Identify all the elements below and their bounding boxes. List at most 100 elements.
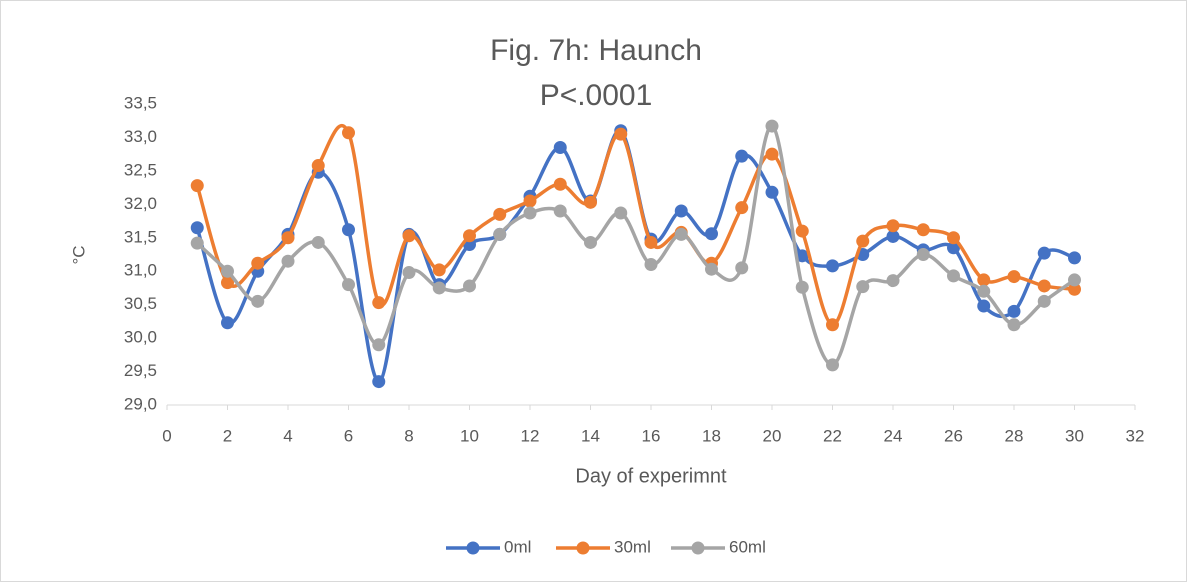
data-point (584, 195, 597, 209)
data-point (493, 207, 507, 221)
data-point (190, 221, 204, 235)
x-tick-label: 0 (162, 426, 171, 445)
data-point (1037, 294, 1051, 308)
y-tick-label: 29,0 (124, 394, 157, 413)
data-point (372, 296, 386, 310)
data-point (765, 147, 779, 161)
y-tick-label: 30,5 (124, 294, 157, 313)
data-point (886, 219, 900, 233)
data-point (856, 280, 870, 294)
data-point (735, 261, 749, 275)
data-point (281, 254, 295, 268)
data-point (221, 316, 234, 330)
x-tick-label: 24 (884, 426, 903, 445)
x-tick-label: 8 (404, 426, 413, 445)
series-line (195, 123, 1075, 327)
data-point (856, 234, 870, 248)
data-point (342, 278, 355, 292)
y-tick-label: 30,0 (124, 328, 157, 347)
data-point (947, 269, 960, 283)
x-tick-label: 18 (702, 426, 721, 445)
x-tick-label: 4 (283, 426, 292, 445)
data-point (251, 256, 265, 270)
data-point (372, 338, 386, 352)
data-point (1007, 304, 1021, 318)
data-point (584, 235, 597, 249)
x-tick-label: 30 (1065, 426, 1084, 445)
data-point (553, 140, 567, 154)
data-point (795, 249, 809, 263)
data-point (765, 185, 779, 199)
legend-marker (691, 541, 705, 555)
data-point (765, 119, 779, 133)
data-point (342, 126, 355, 140)
data-point (916, 248, 930, 261)
legend-marker (466, 541, 480, 555)
y-tick-label: 32,5 (124, 160, 157, 179)
data-point (311, 159, 325, 173)
y-tick-label: 31,0 (124, 261, 157, 280)
x-tick-label: 26 (944, 426, 963, 445)
data-point (795, 224, 809, 238)
data-point (977, 284, 991, 298)
x-tick-label: 10 (460, 426, 479, 445)
data-point (705, 262, 718, 276)
data-point (795, 280, 809, 294)
data-point (977, 273, 991, 287)
y-axis-title: °C (69, 245, 88, 264)
data-point (463, 279, 476, 293)
data-point (826, 358, 839, 372)
y-tick-label: 31,5 (124, 227, 157, 246)
data-point (674, 227, 688, 241)
data-point (402, 266, 416, 280)
y-tick-label: 33,5 (124, 93, 157, 112)
y-tick-label: 33,0 (124, 127, 157, 146)
x-tick-label: 32 (1126, 426, 1145, 445)
data-point (281, 231, 295, 245)
data-point (1068, 251, 1081, 265)
data-point (1007, 270, 1021, 284)
data-point (493, 227, 507, 241)
data-point (674, 204, 688, 218)
data-point (977, 299, 991, 313)
data-point (947, 231, 960, 245)
data-point (916, 223, 930, 237)
data-point (826, 259, 839, 273)
data-point (614, 127, 628, 141)
data-point (463, 229, 476, 243)
x-tick-label: 12 (521, 426, 540, 445)
data-point (1007, 318, 1021, 332)
legend-label: 0ml (504, 537, 531, 556)
legend-label: 60ml (729, 537, 766, 556)
data-point (886, 229, 900, 243)
data-point (886, 274, 900, 288)
data-point (251, 294, 265, 308)
data-point (1037, 246, 1051, 260)
legend-label: 30ml (614, 537, 651, 556)
chart-title: Fig. 7h: Haunch (490, 34, 702, 67)
data-point (523, 206, 537, 220)
data-point (190, 236, 204, 250)
x-tick-label: 20 (763, 426, 782, 445)
y-tick-label: 32,0 (124, 194, 157, 213)
data-point (402, 229, 416, 243)
data-point (644, 235, 658, 249)
data-point (644, 258, 658, 272)
x-tick-label: 14 (581, 426, 600, 445)
data-point (947, 241, 960, 255)
y-tick-label: 29,5 (124, 361, 157, 380)
data-point (372, 375, 386, 389)
data-point (614, 206, 628, 220)
data-point (432, 263, 446, 277)
x-tick-label: 28 (1005, 426, 1024, 445)
data-point (190, 179, 204, 193)
x-tick-label: 22 (823, 426, 842, 445)
x-tick-label: 2 (223, 426, 232, 445)
chart-subtitle: P<.0001 (540, 79, 653, 112)
data-point (342, 223, 355, 237)
data-point (221, 264, 234, 278)
x-axis-title: Day of experimnt (575, 465, 727, 487)
data-point (523, 194, 537, 208)
